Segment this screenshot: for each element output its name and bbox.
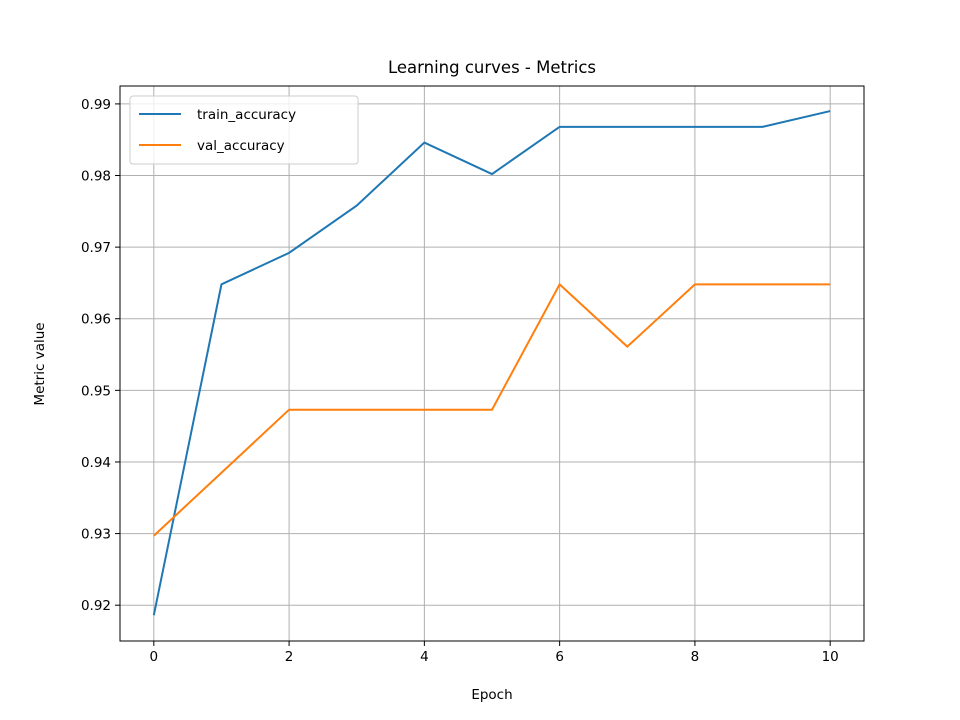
legend: train_accuracy val_accuracy	[129, 95, 359, 165]
x-tick-label: 10	[822, 649, 839, 665]
legend-label: train_accuracy	[197, 107, 296, 123]
series-line-train-accuracy	[152, 110, 831, 616]
y-tick-label: 0.94	[81, 455, 111, 471]
x-tick-label: 6	[555, 649, 564, 665]
y-tick-label: 0.92	[81, 598, 111, 614]
y-tick-label: 0.98	[81, 169, 111, 185]
x-tick-label: 4	[420, 649, 429, 665]
plot-frame	[119, 85, 865, 642]
y-axis-label: Metric value	[32, 322, 48, 405]
x-axis-label: Epoch	[471, 687, 512, 703]
y-tick-label: 0.97	[81, 240, 111, 256]
y-tick-label: 0.96	[81, 312, 111, 328]
series-line-val-accuracy	[153, 282, 831, 537]
y-tick-label: 0.95	[81, 383, 111, 399]
y-tick-label: 0.99	[81, 97, 111, 113]
chart-title: Learning curves - Metrics	[388, 58, 596, 77]
x-tick-label: 2	[285, 649, 294, 665]
x-tick-label: 0	[150, 649, 159, 665]
legend-label: val_accuracy	[197, 138, 285, 154]
legend-box	[129, 95, 359, 165]
x-tick-label: 8	[691, 649, 700, 665]
y-tick-label: 0.93	[81, 527, 111, 543]
